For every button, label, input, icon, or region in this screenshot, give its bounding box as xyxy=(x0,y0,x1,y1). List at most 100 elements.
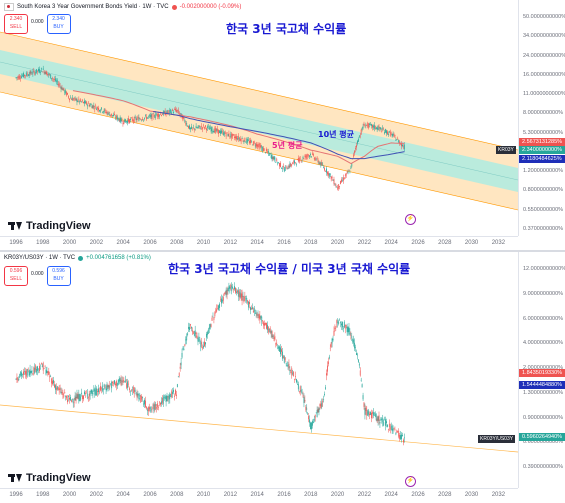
candle-body xyxy=(101,385,103,391)
candle-body xyxy=(107,384,109,388)
ratio-price-axis[interactable]: 12.0000000000% 9.0000000000% 6.0000000000%… xyxy=(518,252,565,488)
candle-body xyxy=(386,130,387,134)
tradingview-logo[interactable]: TradingView xyxy=(8,220,91,232)
candle-body xyxy=(152,113,154,115)
candle-body xyxy=(342,328,344,329)
candle-body xyxy=(257,145,259,148)
candle-body xyxy=(332,338,334,341)
candle-body xyxy=(330,176,332,180)
candle-body xyxy=(86,393,88,397)
candle-body xyxy=(387,131,388,135)
buy-button[interactable]: 0.596 BUY xyxy=(46,266,71,286)
candle-body xyxy=(42,68,44,70)
candle-body xyxy=(270,155,272,158)
kr03y-price-axis[interactable]: 50.0000000000% 34.0000000000% 24.000000000… xyxy=(518,0,565,236)
candle-body xyxy=(377,416,379,421)
candle-body xyxy=(200,342,202,347)
candle-body xyxy=(381,419,383,420)
candle-body xyxy=(24,75,26,77)
candle-body xyxy=(251,308,252,310)
candle-body xyxy=(398,430,400,437)
candle-body xyxy=(312,421,313,426)
ratio-legend[interactable]: KR03Y/US03Y · 1W · TVC +0.004761658 (+0.… xyxy=(4,255,151,261)
candle-body xyxy=(145,115,146,116)
candle-body xyxy=(291,164,293,166)
candle-body xyxy=(188,125,189,129)
lightning-icon[interactable]: ⚡ xyxy=(405,214,416,225)
candle-body xyxy=(175,389,176,395)
candle-body xyxy=(339,319,341,321)
candle-body xyxy=(364,126,366,128)
candle-body xyxy=(304,399,306,402)
kr03y-plot-area[interactable] xyxy=(0,0,518,236)
x-tick-label: 2016 xyxy=(277,492,291,498)
sell-button[interactable]: 0.596 SELL xyxy=(4,266,28,286)
candle-body xyxy=(296,164,297,165)
lightning-icon[interactable]: ⚡ xyxy=(405,476,416,487)
candle-body xyxy=(130,117,132,119)
ratio-time-axis[interactable]: 1996 1998 2000 2002 2004 2006 2008 2010 2012 2014… xyxy=(0,488,518,503)
candle-body xyxy=(233,289,235,290)
tradingview-logo[interactable]: TradingView xyxy=(8,472,91,484)
ratio-plot-area[interactable] xyxy=(0,252,518,488)
candle-body xyxy=(99,110,100,112)
ratio-chart-pane[interactable]: KR03Y/US03Y · 1W · TVC +0.004761658 (+0.… xyxy=(0,252,565,503)
candle-body xyxy=(220,130,221,134)
candle-body xyxy=(378,415,380,421)
candle-body xyxy=(17,76,19,78)
candle-body xyxy=(347,327,349,333)
candle-body xyxy=(31,74,33,75)
candle-body xyxy=(36,368,38,373)
candle-body xyxy=(343,321,345,328)
candle-body xyxy=(327,361,329,365)
candle-body xyxy=(230,134,232,137)
candle-body xyxy=(357,354,358,356)
candle-body xyxy=(139,394,141,397)
candle-body xyxy=(324,393,326,395)
candle-body xyxy=(238,138,240,139)
kr03y-chart-pane[interactable]: South Korea 3 Year Government Bonds Yiel… xyxy=(0,0,565,251)
kr03y-time-axis[interactable]: 1996 1998 2000 2002 2004 2006 2008 2010 2012 2014… xyxy=(0,236,518,251)
candle-body xyxy=(214,312,216,317)
candle-body xyxy=(326,168,327,173)
candle-body xyxy=(96,388,98,396)
candle-body xyxy=(378,126,380,128)
candle-body xyxy=(263,322,265,326)
candle-body xyxy=(348,327,350,333)
candle-body xyxy=(222,131,224,136)
candle-body xyxy=(68,96,69,98)
kr03y-legend[interactable]: South Korea 3 Year Government Bonds Yiel… xyxy=(4,3,241,11)
candle-body xyxy=(402,146,404,148)
candle-body xyxy=(231,286,233,292)
candle-body xyxy=(236,290,238,293)
candle-body xyxy=(38,368,39,370)
candle-body xyxy=(92,393,94,395)
candle-body xyxy=(403,437,405,439)
candle-body xyxy=(63,395,65,397)
candle-body xyxy=(155,113,157,118)
candle-body xyxy=(239,138,241,141)
candle-body xyxy=(170,109,172,111)
candle-body xyxy=(32,71,34,74)
candle-body xyxy=(201,341,203,345)
buy-button[interactable]: 2.340 BUY xyxy=(46,14,71,34)
candle-body xyxy=(56,386,58,390)
candle-body xyxy=(205,342,206,345)
candle-body xyxy=(18,76,20,80)
candle-body xyxy=(349,332,351,335)
sell-button[interactable]: 2.340 SELL xyxy=(4,14,28,34)
candle-body xyxy=(387,133,389,135)
candle-body xyxy=(176,109,178,111)
candle-body xyxy=(137,392,139,396)
x-tick-label: 1996 xyxy=(9,240,23,246)
candle-body xyxy=(45,369,47,375)
candle-body xyxy=(102,388,104,391)
candle-body xyxy=(274,336,276,340)
candle-body xyxy=(69,397,70,400)
candle-body xyxy=(89,104,91,107)
candle-body xyxy=(143,119,144,121)
candle-body xyxy=(322,401,324,403)
y-tick-label: 16.0000000000% xyxy=(523,71,565,78)
pane-separator[interactable] xyxy=(0,250,565,252)
candle-body xyxy=(197,126,199,128)
